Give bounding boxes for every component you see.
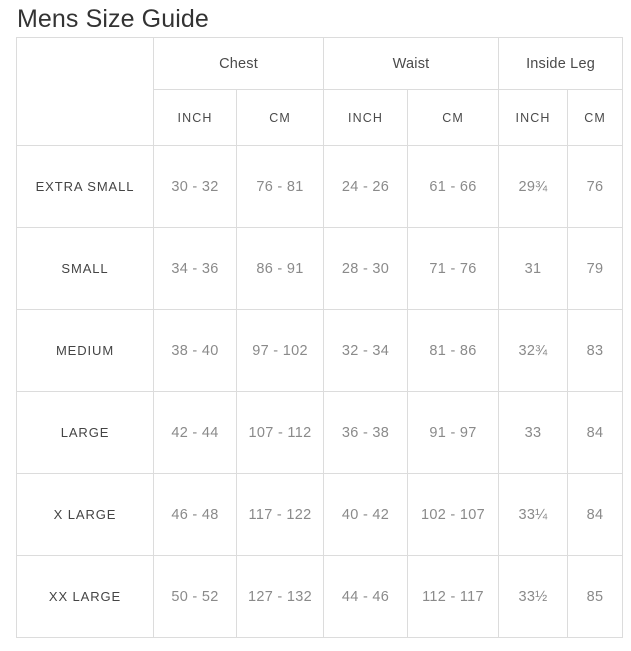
- cell-waist-inch: 36 - 38: [323, 391, 409, 474]
- cell-waist-cm: 71 - 76: [407, 227, 500, 310]
- cell-inside-leg-cm: 84: [567, 473, 624, 556]
- table-header: Chest Waist Inside Leg INCH CM INCH CM I…: [16, 37, 624, 146]
- cell-waist-inch: 40 - 42: [323, 473, 409, 556]
- cell-waist-cm: 112 - 117: [407, 555, 500, 638]
- group-header-chest: Chest: [152, 37, 325, 90]
- unit-header-waist-cm: CM: [407, 89, 500, 146]
- cell-waist-cm: 61 - 66: [407, 145, 500, 228]
- cell-inside-leg-inch: 31: [498, 227, 569, 310]
- cell-inside-leg-inch: 29¾: [498, 145, 569, 228]
- cell-chest-inch: 34 - 36: [153, 227, 237, 310]
- cell-chest-cm: 127 - 132: [235, 555, 325, 638]
- cell-waist-cm: 81 - 86: [407, 309, 500, 392]
- cell-waist-cm: 102 - 107: [407, 473, 500, 556]
- group-header-waist: Waist: [323, 37, 500, 90]
- cell-inside-leg-cm: 83: [567, 309, 624, 392]
- cell-inside-leg-cm: 79: [567, 227, 624, 310]
- unit-header-row: INCH CM INCH CM INCH CM: [17, 89, 624, 146]
- row-label-small: SMALL: [16, 227, 154, 310]
- cell-waist-inch: 32 - 34: [323, 309, 409, 392]
- cell-chest-inch: 46 - 48: [153, 473, 237, 556]
- row-label-xx-large: XX LARGE: [16, 555, 154, 638]
- mens-size-guide-table: Chest Waist Inside Leg INCH CM INCH CM I…: [16, 37, 624, 638]
- cell-chest-cm: 107 - 112: [235, 391, 325, 474]
- table-row: LARGE 42 - 44 107 - 112 36 - 38 91 - 97 …: [16, 391, 624, 474]
- cell-chest-cm: 97 - 102: [235, 309, 325, 392]
- cell-inside-leg-cm: 85: [567, 555, 624, 638]
- cell-inside-leg-cm: 76: [567, 145, 624, 228]
- cell-waist-inch: 24 - 26: [323, 145, 409, 228]
- cell-chest-inch: 50 - 52: [153, 555, 237, 638]
- unit-header-chest-inch: INCH: [153, 89, 237, 146]
- unit-header-chest-cm: CM: [235, 89, 325, 146]
- table-row: SMALL 34 - 36 86 - 91 28 - 30 71 - 76 31…: [16, 227, 624, 310]
- cell-chest-inch: 30 - 32: [153, 145, 237, 228]
- cell-inside-leg-cm: 84: [567, 391, 624, 474]
- cell-inside-leg-inch: 33: [498, 391, 569, 474]
- cell-chest-cm: 86 - 91: [235, 227, 325, 310]
- cell-inside-leg-inch: 33½: [498, 555, 569, 638]
- unit-header-inside-leg-cm: CM: [567, 89, 624, 146]
- table-row: X LARGE 46 - 48 117 - 122 40 - 42 102 - …: [16, 473, 624, 556]
- measurement-group-header-row: Chest Waist Inside Leg: [16, 37, 624, 146]
- table-row: EXTRA SMALL 30 - 32 76 - 81 24 - 26 61 -…: [16, 145, 624, 228]
- cell-chest-cm: 117 - 122: [235, 473, 325, 556]
- unit-header-inside-leg-inch: INCH: [498, 89, 569, 146]
- cell-waist-inch: 28 - 30: [323, 227, 409, 310]
- page-title: Mens Size Guide: [17, 5, 209, 33]
- cell-waist-cm: 91 - 97: [407, 391, 500, 474]
- row-label-large: LARGE: [16, 391, 154, 474]
- row-label-extra-small: EXTRA SMALL: [16, 145, 154, 228]
- group-header-inside-leg: Inside Leg: [498, 37, 624, 90]
- cell-chest-cm: 76 - 81: [235, 145, 325, 228]
- unit-header-waist-inch: INCH: [323, 89, 409, 146]
- cell-inside-leg-inch: 33¼: [498, 473, 569, 556]
- cell-waist-inch: 44 - 46: [323, 555, 409, 638]
- table-body: EXTRA SMALL 30 - 32 76 - 81 24 - 26 61 -…: [16, 145, 624, 638]
- cell-chest-inch: 38 - 40: [153, 309, 237, 392]
- table-corner-cell: [16, 37, 154, 146]
- row-label-x-large: X LARGE: [16, 473, 154, 556]
- cell-inside-leg-inch: 32¾: [498, 309, 569, 392]
- table-row: MEDIUM 38 - 40 97 - 102 32 - 34 81 - 86 …: [16, 309, 624, 392]
- cell-chest-inch: 42 - 44: [153, 391, 237, 474]
- table-row: XX LARGE 50 - 52 127 - 132 44 - 46 112 -…: [16, 555, 624, 638]
- row-label-medium: MEDIUM: [16, 309, 154, 392]
